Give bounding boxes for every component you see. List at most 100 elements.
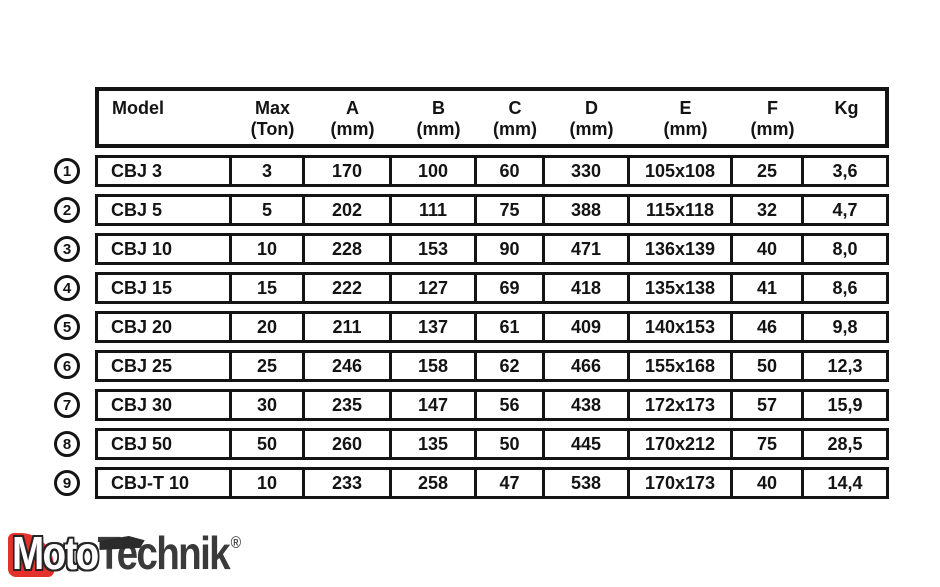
cell-max_ton: 25 — [232, 353, 305, 379]
cell-f_mm: 40 — [733, 236, 804, 262]
cell-kg: 3,6 — [832, 160, 858, 181]
hammer-icon — [99, 536, 145, 550]
cell-max_ton: 3 — [232, 158, 305, 184]
cell-model: CBJ 50 — [98, 431, 232, 457]
cell-kg: 9,8 — [832, 316, 858, 337]
cell-a_mm: 170 — [305, 158, 392, 184]
cell-model: CBJ-T 10 — [98, 470, 232, 496]
cell-max_ton: 5 — [232, 197, 305, 223]
cell-f_mm: 75 — [733, 431, 804, 457]
cell-f_mm: 25 — [733, 158, 804, 184]
cell-b_mm: 135 — [392, 431, 477, 457]
cell-f_mm: 57 — [733, 392, 804, 418]
cell-b_mm: 158 — [392, 353, 477, 379]
cell-model: CBJ 5 — [98, 197, 232, 223]
cell-f_mm: 40 — [733, 470, 804, 496]
cell-a_mm: 202 — [305, 197, 392, 223]
cell-kg: 8,0 — [832, 238, 858, 259]
cell-b_mm: 111 — [392, 197, 477, 223]
cell-e_mm: 170x212 — [630, 431, 733, 457]
row-number-badge: 6 — [54, 353, 80, 379]
cell-a_mm: 235 — [305, 392, 392, 418]
row-number-badge: 4 — [54, 275, 80, 301]
cell-e_mm: 115x118 — [630, 197, 733, 223]
row-number-badge: 2 — [54, 197, 80, 223]
table-row: CBJ 5 5 202 111 75 388 115x118 32 4,7 — [95, 194, 889, 226]
cell-d_mm: 388 — [545, 197, 630, 223]
table-row: CBJ 50 50 260 135 50 445 170x212 75 28,5 — [95, 428, 889, 460]
row-number-badge: 1 — [54, 158, 80, 184]
logo-letter-t: T — [97, 527, 119, 579]
cell-d_mm: 330 — [545, 158, 630, 184]
row-number-badge: 9 — [54, 470, 80, 496]
table-row: CBJ 25 25 246 158 62 466 155x168 50 12,3 — [95, 350, 889, 382]
cell-max_ton: 10 — [232, 236, 305, 262]
cell-model: CBJ 3 — [98, 158, 232, 184]
cell-max_ton: 10 — [232, 470, 305, 496]
cell-b_mm: 127 — [392, 275, 477, 301]
cell-c_mm: 60 — [477, 158, 545, 184]
cell-a_mm: 233 — [305, 470, 392, 496]
cell-kg: 15,9 — [827, 394, 863, 415]
cell-d_mm: 538 — [545, 470, 630, 496]
cell-d_mm: 466 — [545, 353, 630, 379]
cell-e_mm: 155x168 — [630, 353, 733, 379]
cell-c_mm: 75 — [477, 197, 545, 223]
cell-d_mm: 445 — [545, 431, 630, 457]
table-row: CBJ 3 3 170 100 60 330 105x108 25 3,6 — [95, 155, 889, 187]
logo-letter-m: M — [12, 527, 44, 579]
cell-c_mm: 62 — [477, 353, 545, 379]
cell-c_mm: 90 — [477, 236, 545, 262]
cell-b_mm: 147 — [392, 392, 477, 418]
cell-e_mm: 170x173 — [630, 470, 733, 496]
cell-b_mm: 100 — [392, 158, 477, 184]
cell-f_mm: 32 — [733, 197, 804, 223]
row-number-badge: 5 — [54, 314, 80, 340]
header-kg: Kg — [834, 98, 859, 118]
logo-letters-oto: oto — [42, 527, 100, 579]
cell-a_mm: 228 — [305, 236, 392, 262]
cell-c_mm: 69 — [477, 275, 545, 301]
cell-model: CBJ 15 — [98, 275, 232, 301]
cell-d_mm: 438 — [545, 392, 630, 418]
cell-e_mm: 135x138 — [630, 275, 733, 301]
cell-d_mm: 409 — [545, 314, 630, 340]
cell-model: CBJ 30 — [98, 392, 232, 418]
row-number-badge: 8 — [54, 431, 80, 457]
header-e_mm: E (mm) — [663, 98, 708, 139]
cell-model: CBJ 10 — [98, 236, 232, 262]
cell-max_ton: 30 — [232, 392, 305, 418]
cell-kg: 12,3 — [827, 355, 863, 376]
cell-max_ton: 20 — [232, 314, 305, 340]
cell-kg: 4,7 — [832, 199, 858, 220]
cell-e_mm: 136x139 — [630, 236, 733, 262]
row-number-badge: 3 — [54, 236, 80, 262]
header-f_mm: F (mm) — [750, 98, 795, 139]
cell-model: CBJ 20 — [98, 314, 232, 340]
cell-max_ton: 50 — [232, 431, 305, 457]
cell-e_mm: 172x173 — [630, 392, 733, 418]
cell-b_mm: 153 — [392, 236, 477, 262]
logo-text: MotoTechnik® — [12, 527, 241, 580]
cell-a_mm: 222 — [305, 275, 392, 301]
cell-e_mm: 140x153 — [630, 314, 733, 340]
cell-kg: 28,5 — [827, 433, 863, 454]
cell-e_mm: 105x108 — [630, 158, 733, 184]
header-model: Model — [112, 98, 164, 118]
cell-kg: 8,6 — [832, 277, 858, 298]
logo-letters-echnik: echnik — [116, 527, 231, 579]
cell-f_mm: 41 — [733, 275, 804, 301]
cell-a_mm: 260 — [305, 431, 392, 457]
header-max_ton: Max (Ton) — [250, 98, 295, 139]
table-header: Model Max (Ton) A (mm) B (mm) C (mm) D (mm) E (mm) F(… — [95, 87, 889, 148]
header-b_mm: B (mm) — [416, 98, 461, 139]
cell-c_mm: 50 — [477, 431, 545, 457]
table-row: CBJ 30 30 235 147 56 438 172x173 57 15,9 — [95, 389, 889, 421]
table-row: CBJ 10 10 228 153 90 471 136x139 40 8,0 — [95, 233, 889, 265]
row-number-badge: 7 — [54, 392, 80, 418]
table-row: CBJ-T 10 10 233 258 47 538 170x173 40 14,4 — [95, 467, 889, 499]
cell-max_ton: 15 — [232, 275, 305, 301]
header-d_mm: D (mm) — [569, 98, 614, 139]
cell-a_mm: 246 — [305, 353, 392, 379]
